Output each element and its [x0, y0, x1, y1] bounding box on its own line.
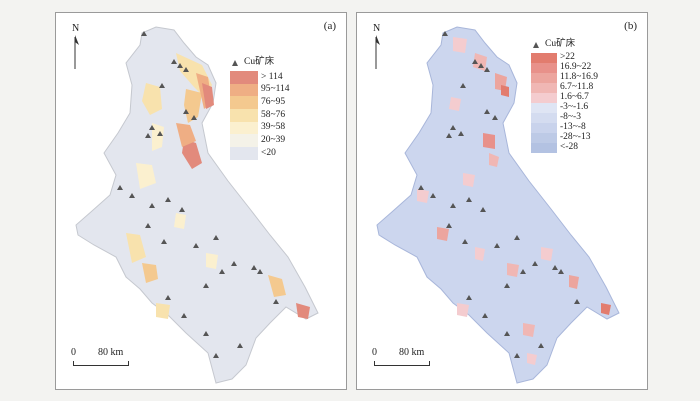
scale-distance: 80 km [399, 347, 425, 358]
legend-swatch [531, 83, 557, 93]
north-label: N [72, 23, 80, 34]
map-b [376, 26, 620, 384]
legend-swatch [531, 133, 557, 143]
north-label: N [373, 23, 381, 34]
legend-label: -3~-1.6 [560, 102, 589, 113]
legend-item: -13~-8 [531, 123, 598, 133]
legend-item: 16.9~22 [531, 63, 598, 73]
legend-swatch [531, 113, 557, 123]
scale-bar: 0 80 km [71, 347, 141, 369]
legend-item: 58~76 [230, 109, 290, 122]
legend-item: 20~39 [230, 134, 290, 148]
legend-item: >22 [531, 53, 598, 63]
legend-item: 6.7~11.8 [531, 83, 598, 93]
cu-deposits [418, 31, 580, 358]
legend: Cu矿床 >22 16.9~22 11.8~16.9 6.7~11.8 1.6~… [531, 39, 598, 153]
legend-label: -13~-8 [560, 122, 586, 133]
legend-label: 1.6~6.7 [560, 92, 589, 103]
legend-swatch [531, 93, 557, 103]
legend-title-row: Cu矿床 [531, 39, 598, 51]
legend-title: Cu矿床 [244, 57, 275, 68]
cu-deposits [117, 31, 279, 358]
anomaly-patches [126, 53, 310, 319]
legend-label: 95~114 [261, 84, 290, 95]
legend: Cu矿床 > 114 95~114 76~95 58~76 39~58 20~3… [230, 57, 290, 160]
legend-item: 39~58 [230, 121, 290, 135]
legend-item: 95~114 [230, 83, 290, 97]
legend-label: 11.8~16.9 [560, 72, 599, 83]
map-panel-b: (b) N 0 80 km Cu矿床 >22 16.9~22 11.8~16.9 [356, 12, 648, 390]
scale-zero: 0 [372, 347, 377, 358]
legend-swatch [230, 96, 258, 110]
legend-item: 11.8~16.9 [531, 73, 598, 83]
legend-label: 16.9~22 [560, 62, 592, 73]
legend-item: -8~-3 [531, 113, 598, 123]
legend-label: <-28 [560, 142, 579, 153]
scale-zero: 0 [71, 347, 76, 358]
legend-label: >22 [560, 52, 575, 63]
legend-label: 6.7~11.8 [560, 82, 594, 93]
legend-label: -28~-13 [560, 132, 591, 143]
scale-bar-line [374, 361, 430, 366]
legend-item: > 114 [230, 71, 290, 84]
legend-label: > 114 [261, 71, 283, 82]
legend-swatch [531, 143, 557, 153]
map-a [75, 26, 319, 384]
legend-swatch [230, 134, 258, 148]
legend-item: -3~-1.6 [531, 103, 598, 113]
scale-bar: 0 80 km [372, 347, 442, 369]
panel-label: (a) [323, 20, 336, 32]
north-arrow-icon: N [69, 23, 85, 69]
anomaly-patches [417, 37, 611, 365]
legend-swatch [531, 123, 557, 133]
legend-swatch [230, 109, 258, 122]
legend-swatch [531, 63, 557, 73]
legend-label: 76~95 [261, 96, 286, 107]
legend-item: 1.6~6.7 [531, 93, 598, 103]
legend-swatch [230, 147, 258, 160]
legend-item: -28~-13 [531, 133, 598, 143]
legend-swatch [531, 73, 557, 83]
scale-bar-line [73, 361, 129, 366]
deposit-triangle-icon [232, 60, 238, 66]
legend-swatch [531, 103, 557, 113]
legend-label: -8~-3 [560, 112, 581, 123]
legend-swatch [531, 53, 557, 63]
north-arrow-icon: N [370, 23, 386, 69]
legend-label: <20 [261, 147, 276, 158]
legend-swatch [230, 83, 258, 97]
legend-swatch [230, 71, 258, 84]
legend-item: <20 [230, 147, 290, 160]
legend-title-row: Cu矿床 [230, 57, 290, 69]
legend-item: <-28 [531, 143, 598, 153]
legend-label: 39~58 [261, 122, 286, 133]
deposit-triangle-icon [533, 42, 539, 48]
legend-title: Cu矿床 [545, 39, 576, 50]
map-panel-a: (a) N 0 80 km Cu矿床 > 114 95~114 76~95 [55, 12, 347, 390]
legend-label: 58~76 [261, 109, 286, 120]
region-outline [376, 26, 620, 384]
legend-label: 20~39 [261, 135, 286, 146]
scale-distance: 80 km [98, 347, 124, 358]
legend-swatch [230, 121, 258, 135]
legend-item: 76~95 [230, 96, 290, 110]
panel-label: (b) [624, 20, 637, 32]
